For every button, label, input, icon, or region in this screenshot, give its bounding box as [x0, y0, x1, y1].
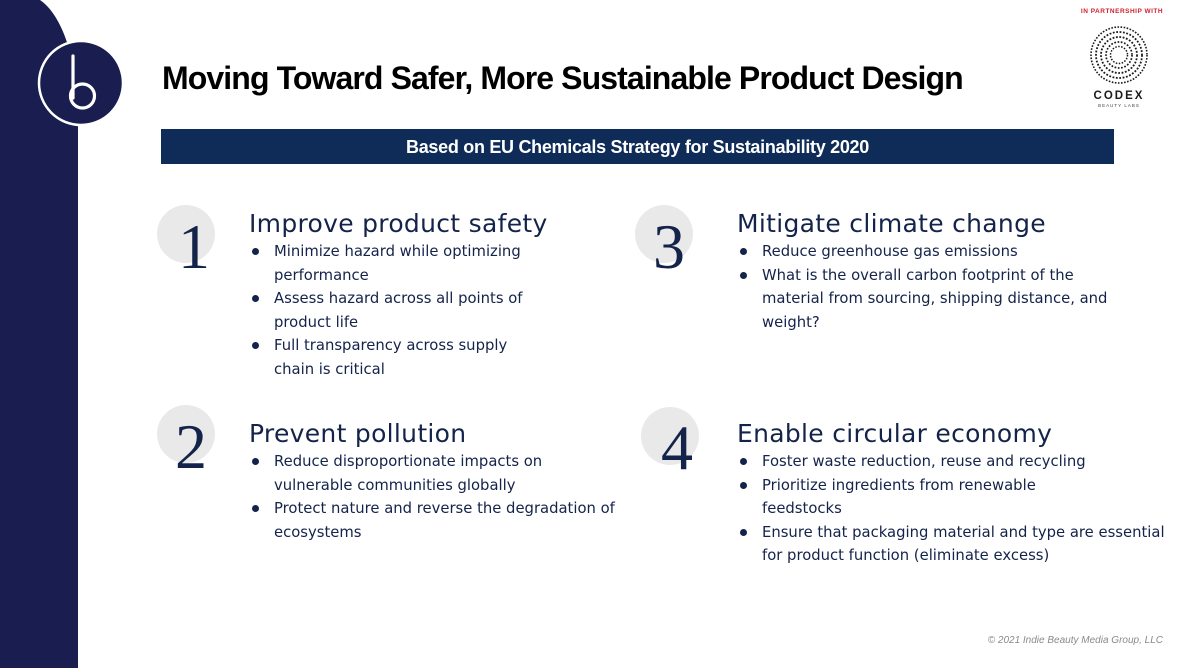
number-circle-1 [157, 205, 215, 263]
bullet-list: Reduce disproportionate impacts on vulne… [249, 450, 629, 544]
codex-wordmark: CODEX [1093, 90, 1145, 102]
sidebar-band [0, 0, 78, 668]
list-item: Ensure that packaging material and type … [737, 521, 1167, 568]
bullet-list: Minimize hazard while optimizing perform… [249, 240, 569, 382]
codex-subtitle: BEAUTY LABS [1098, 103, 1140, 108]
section-number-3: 3 [653, 211, 685, 282]
list-item: Assess hazard across all points of produ… [249, 287, 549, 334]
bullet-list: Foster waste reduction, reuse and recycl… [737, 450, 1165, 568]
section-heading: Prevent pollution [249, 419, 467, 448]
list-item: Reduce greenhouse gas emissions [737, 240, 1122, 264]
page-title: Moving Toward Safer, More Sustainable Pr… [162, 60, 964, 96]
section-heading: Enable circular economy [737, 419, 1053, 448]
section-heading: Improve product safety [249, 209, 548, 238]
list-item: Full transparency across supply chain is… [249, 334, 534, 381]
list-item: What is the overall carbon footprint of … [737, 264, 1122, 335]
section-number-1: 1 [178, 211, 210, 282]
number-circle-3 [635, 205, 693, 263]
list-item: Prioritize ingredients from renewable fe… [737, 474, 1102, 521]
codex-logo-mark-icon [1090, 26, 1148, 84]
list-item: Minimize hazard while optimizing perform… [249, 240, 549, 287]
copyright-footer: © 2021 Indie Beauty Media Group, LLC [987, 635, 1163, 646]
brand-logo [37, 39, 125, 127]
section-prevent-pollution: Prevent pollution Reduce disproportionat… [249, 418, 629, 544]
strategy-banner: Based on EU Chemicals Strategy for Susta… [161, 129, 1114, 164]
section-number-2: 2 [175, 411, 207, 482]
section-improve-safety: Improve product safety Minimize hazard w… [249, 208, 569, 382]
section-heading: Mitigate climate change [737, 209, 1046, 238]
section-circular-economy: Enable circular economy Foster waste red… [737, 418, 1165, 568]
list-item: Foster waste reduction, reuse and recycl… [737, 450, 1167, 474]
number-circle-2 [157, 405, 215, 463]
section-mitigate-climate: Mitigate climate change Reduce greenhous… [737, 208, 1137, 334]
list-item: Reduce disproportionate impacts on vulne… [249, 450, 579, 497]
number-circle-4 [641, 407, 699, 465]
partner-label: IN PARTNERSHIP WITH [1080, 8, 1164, 15]
list-item: Protect nature and reverse the degradati… [249, 497, 644, 544]
bullet-list: Reduce greenhouse gas emissions What is … [737, 240, 1137, 334]
section-number-4: 4 [661, 412, 693, 483]
